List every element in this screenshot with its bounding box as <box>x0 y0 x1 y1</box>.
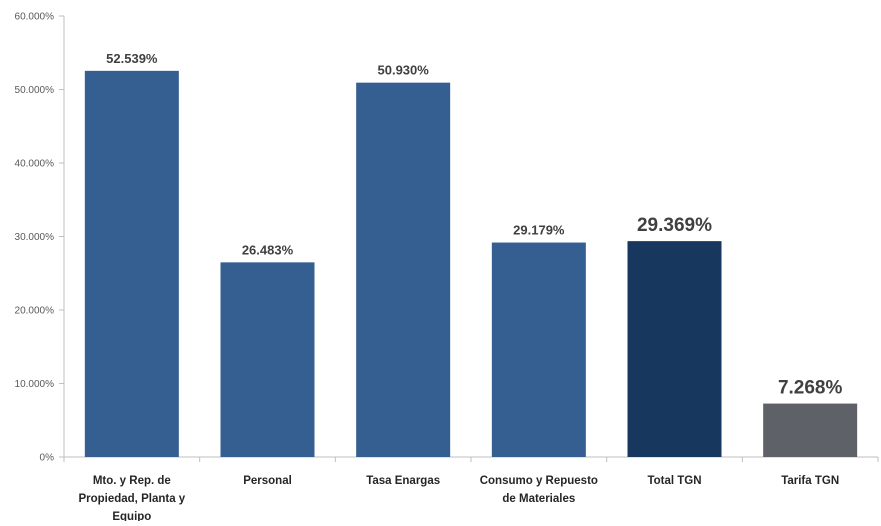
category-label-line: de Materiales <box>502 493 575 505</box>
category-label-line: Tasa Enargas <box>366 475 440 487</box>
y-tick-label: 60.000% <box>15 12 55 23</box>
y-tick-labels: 0% 10.000% 20.000% 30.000% 40.000% 50.000% 60.… <box>15 12 64 464</box>
bars <box>84 70 858 458</box>
data-label: 26.483% <box>242 242 294 257</box>
data-label: 50.930% <box>378 63 430 78</box>
bar <box>491 242 586 457</box>
y-tick-label: 20.000% <box>15 306 55 317</box>
y-tick-label: 10.000% <box>15 379 55 390</box>
y-tick-label: 50.000% <box>15 85 55 96</box>
category-labels: Mto. y Rep. de Propiedad, Planta y Equipo P… <box>78 475 839 523</box>
bar <box>220 262 315 457</box>
category-label-line: Consumo y Repuesto <box>480 475 598 487</box>
category-label: Tarifa TGN <box>781 475 839 487</box>
category-label-line: Equipo <box>112 511 151 521</box>
y-tick-label: 0% <box>40 453 55 464</box>
data-label: 29.369% <box>637 215 712 236</box>
category-label-line: Propiedad, Planta y <box>78 493 185 505</box>
category-label-line: Tarifa TGN <box>781 475 839 487</box>
data-label: 29.179% <box>513 223 565 238</box>
category-label: Mto. y Rep. de Propiedad, Planta y Equipo <box>78 475 185 521</box>
y-tick-label: 40.000% <box>15 159 55 170</box>
bar <box>84 70 179 457</box>
axes <box>63 16 879 462</box>
category-label-line: Total TGN <box>647 475 701 487</box>
data-labels: 52.539% 26.483% 50.930% 29.179% 29.369% 7.268… <box>106 51 842 399</box>
data-label: 7.268% <box>778 378 843 399</box>
category-label-line: Personal <box>243 475 292 487</box>
category-label: Consumo y Repuesto de Materiales <box>480 475 598 505</box>
category-label: Personal <box>243 475 292 487</box>
category-label: Tasa Enargas <box>366 475 440 487</box>
category-label-line: Mto. y Rep. de <box>93 475 171 487</box>
y-tick-label: 30.000% <box>15 232 55 243</box>
data-label: 52.539% <box>106 51 158 66</box>
bar <box>356 82 451 458</box>
bar <box>627 241 722 457</box>
bar <box>763 403 858 457</box>
category-label: Total TGN <box>647 475 701 487</box>
